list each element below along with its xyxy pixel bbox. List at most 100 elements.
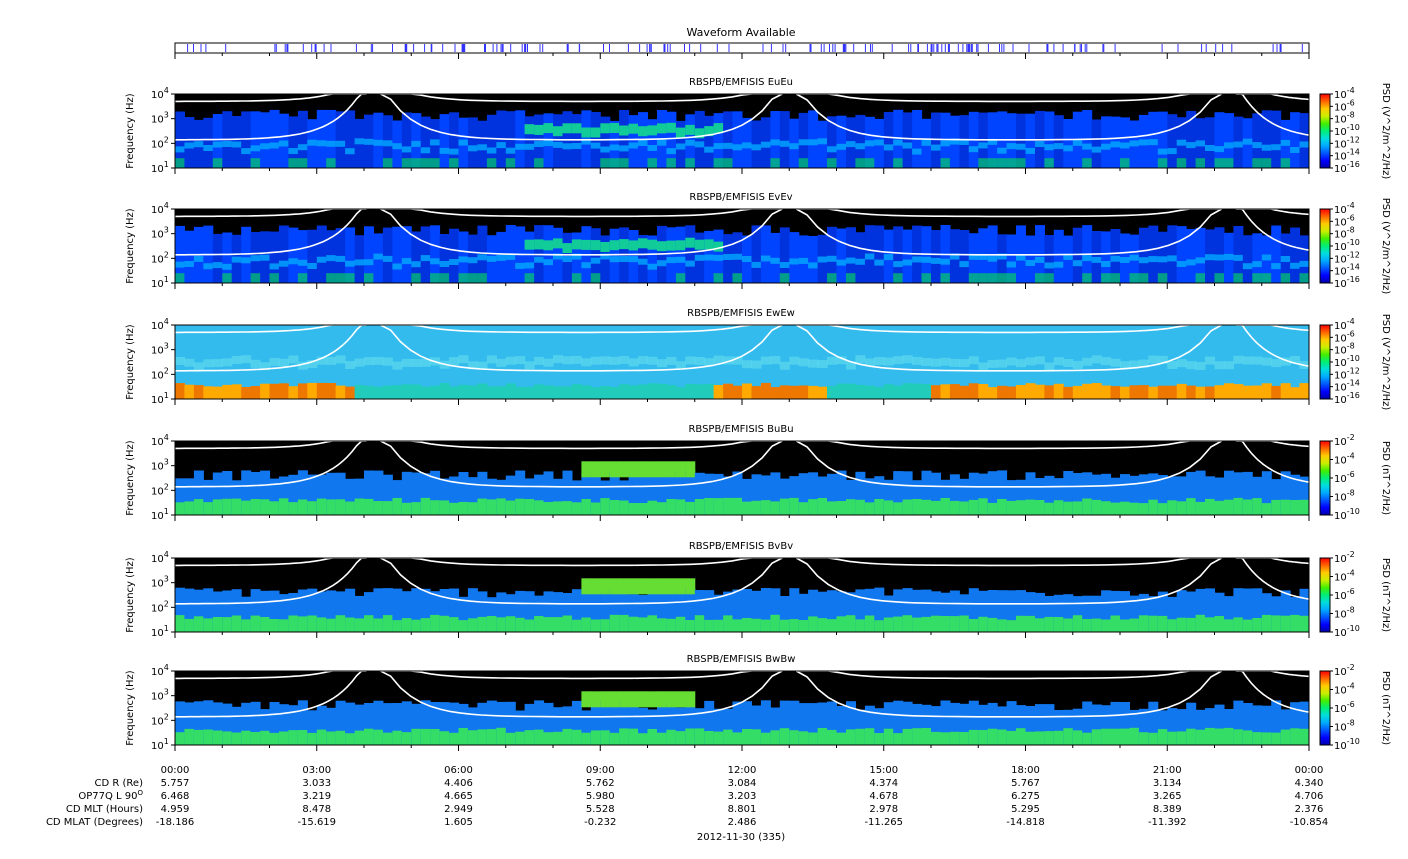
emission-band	[978, 704, 989, 745]
low-frequency-band	[364, 385, 374, 399]
chorus-band	[694, 239, 705, 250]
emission-band	[354, 704, 365, 745]
ephemeris-value: 2.949	[444, 804, 473, 815]
chorus-band	[581, 461, 592, 478]
low-frequency-band	[864, 385, 875, 399]
date-label: 2012-11-30 (335)	[697, 832, 785, 843]
hiss-band	[609, 256, 620, 263]
low-frequency-band	[430, 500, 441, 515]
emission-band	[997, 470, 1008, 515]
low-frequency-band	[968, 729, 979, 745]
hiss-band	[505, 253, 516, 260]
emission-band	[231, 706, 242, 745]
emission-band	[931, 472, 941, 515]
emission-band	[260, 362, 271, 371]
low-frequency-band	[1044, 385, 1055, 399]
hiss-band	[203, 263, 214, 270]
hiss-band	[883, 254, 894, 261]
waveform-mark	[370, 44, 372, 52]
hiss-band	[1195, 257, 1206, 264]
waveform-mark	[967, 44, 969, 52]
low-frequency-band	[675, 616, 686, 632]
ephemeris-value: 5.762	[586, 778, 615, 789]
low-frequency-band	[1148, 615, 1159, 632]
emission-band	[836, 706, 847, 745]
emission-band	[1044, 596, 1055, 632]
waveform-mark	[1114, 44, 1116, 52]
hiss-band	[817, 138, 828, 145]
hiss-band	[619, 145, 630, 152]
low-frequency-band	[505, 158, 516, 168]
chorus-band	[628, 123, 639, 134]
hiss-band	[968, 253, 979, 260]
low-frequency-band	[581, 732, 592, 745]
low-frequency-band	[628, 503, 639, 515]
low-frequency-band	[949, 500, 960, 515]
emission-band	[902, 588, 913, 632]
emission-band	[751, 705, 762, 745]
colorbar-tick-label: 10-8	[1334, 719, 1355, 734]
emission-band	[1157, 475, 1168, 515]
low-frequency-band	[175, 273, 185, 283]
low-frequency-band	[505, 616, 516, 632]
hiss-band	[1101, 143, 1112, 150]
emission-band	[260, 470, 271, 515]
emission-band	[657, 359, 667, 368]
emission-band	[647, 709, 658, 745]
low-frequency-band	[1186, 728, 1197, 745]
low-frequency-band	[260, 383, 271, 399]
low-frequency-band	[997, 729, 1008, 745]
emission-band	[269, 590, 280, 632]
low-frequency-band	[789, 730, 800, 745]
emission-band	[505, 701, 516, 745]
low-frequency-band	[1252, 385, 1263, 399]
hiss-band	[846, 141, 856, 148]
low-frequency-band	[345, 386, 356, 399]
emission-band	[524, 361, 535, 370]
emission-band	[486, 478, 497, 515]
low-frequency-band	[297, 499, 308, 515]
low-frequency-band	[675, 731, 686, 745]
low-frequency-band	[364, 498, 374, 515]
low-frequency-band	[1157, 273, 1168, 283]
low-frequency-band	[345, 273, 356, 283]
low-frequency-band	[1271, 615, 1282, 632]
chorus-band	[666, 461, 677, 478]
low-frequency-band	[505, 732, 516, 745]
low-frequency-band	[1195, 614, 1206, 632]
emission-band	[1261, 110, 1272, 168]
hiss-band	[439, 147, 450, 154]
emission-band	[997, 706, 1008, 745]
ephemeris-value: 1.605	[444, 817, 473, 828]
low-frequency-band	[751, 500, 762, 515]
emission-band	[1072, 708, 1083, 745]
hiss-band	[1280, 256, 1291, 262]
emission-band	[364, 592, 374, 632]
low-frequency-band	[1280, 729, 1291, 745]
waveform-mark	[1103, 44, 1105, 52]
emission-band	[590, 706, 601, 745]
panel-title: RBSPB/EMFISIS BvBv	[689, 541, 793, 552]
chorus-band	[628, 578, 639, 595]
emission-band	[600, 116, 611, 168]
emission-band	[770, 472, 781, 515]
low-frequency-band	[742, 501, 752, 515]
emission-band	[779, 700, 790, 745]
low-frequency-band	[864, 728, 875, 745]
waveform-mark	[502, 44, 504, 52]
low-frequency-band	[250, 386, 261, 399]
emission-band	[1120, 591, 1130, 632]
low-frequency-band	[1129, 385, 1140, 399]
emission-band	[241, 226, 252, 283]
emission-band	[609, 705, 620, 745]
emission-band	[373, 356, 384, 365]
low-frequency-band	[997, 273, 1008, 283]
low-frequency-band	[1053, 617, 1064, 632]
low-frequency-band	[354, 730, 365, 745]
y-tick-label: 101	[151, 507, 169, 522]
hiss-band	[1261, 254, 1272, 261]
ephemeris-value: -11.392	[1148, 817, 1187, 828]
low-frequency-band	[1280, 158, 1291, 168]
emission-band	[449, 357, 460, 366]
low-frequency-band	[222, 384, 233, 399]
